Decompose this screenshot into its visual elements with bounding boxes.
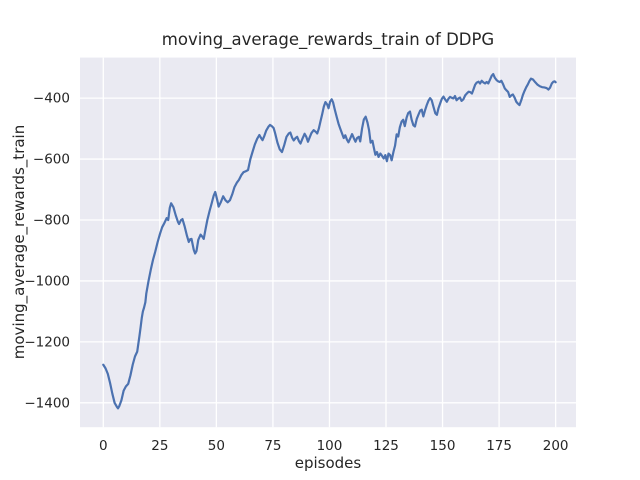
reward-line xyxy=(102,72,557,410)
x-tick-label: 200 xyxy=(543,438,569,454)
y-tick-label: −800 xyxy=(33,213,70,229)
y-tick-label: −1200 xyxy=(24,334,70,350)
x-tick-label: 0 xyxy=(99,438,108,454)
x-tick-label: 100 xyxy=(317,438,343,454)
x-tick-label: 175 xyxy=(486,438,512,454)
plot-area xyxy=(80,57,576,428)
chart-title: moving_average_rewards_train of DDPG xyxy=(161,30,495,49)
y-tick-label: −1000 xyxy=(24,273,70,289)
x-tick-label: 75 xyxy=(264,438,281,454)
x-tick-label: 125 xyxy=(373,438,399,454)
y-tick-label: −1400 xyxy=(24,395,70,411)
y-axis-label: moving_average_rewards_train xyxy=(10,124,28,360)
x-tick-label: 25 xyxy=(151,438,168,454)
y-tick-label: −600 xyxy=(33,152,70,168)
y-tick-label: −400 xyxy=(33,91,70,107)
x-tick-label: 150 xyxy=(430,438,456,454)
x-tick-label: 50 xyxy=(208,438,225,454)
x-axis-label: episodes xyxy=(294,454,362,472)
